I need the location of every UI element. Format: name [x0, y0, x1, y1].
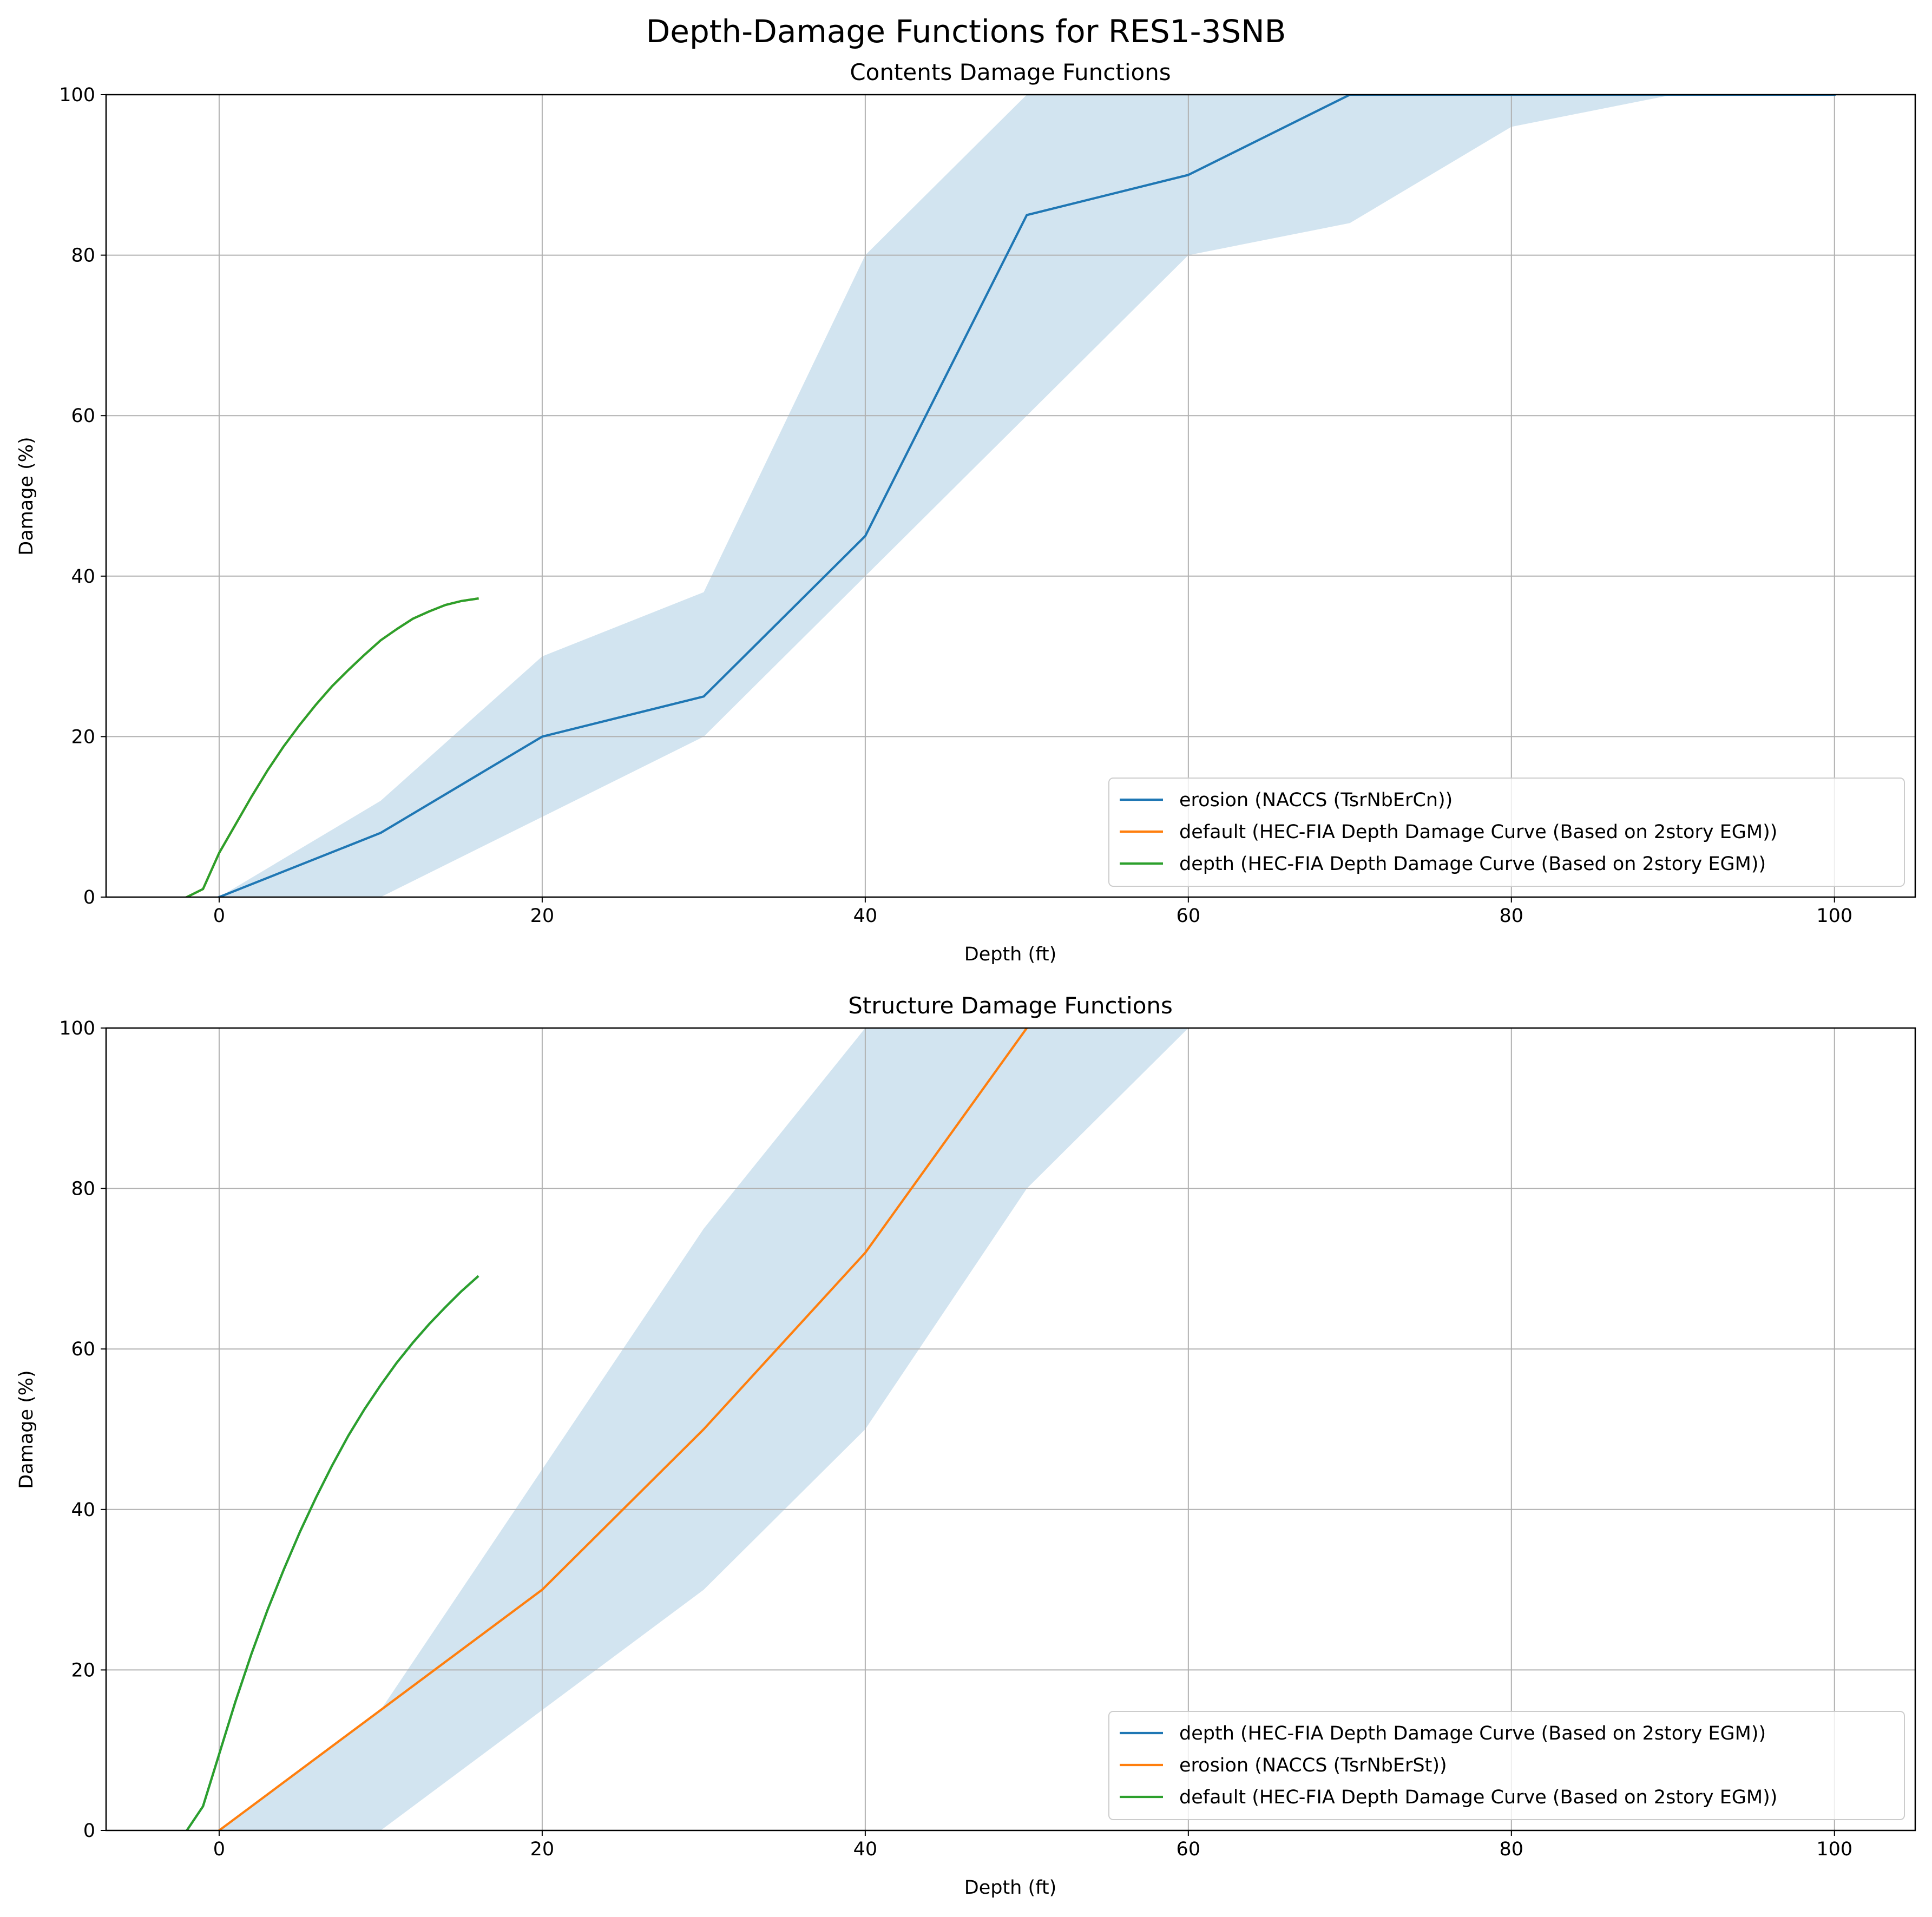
legend-label: default (HEC-FIA Depth Damage Curve (Bas… — [1179, 821, 1777, 843]
x-axis-label: Depth (ft) — [964, 944, 1056, 965]
legend-label: depth (HEC-FIA Depth Damage Curve (Based… — [1179, 1723, 1766, 1744]
uncertainty-band — [219, 95, 1835, 897]
x-tick-label: 80 — [1500, 1839, 1524, 1860]
x-tick-label: 20 — [530, 1839, 555, 1860]
y-axis-label: Damage (%) — [16, 437, 37, 555]
y-tick-label: 100 — [59, 1018, 95, 1039]
y-tick-label: 40 — [71, 1499, 95, 1521]
series-line — [217, 1028, 1028, 1830]
figure-suptitle: Depth-Damage Functions for RES1-3SNB — [646, 13, 1286, 50]
x-tick-label: 0 — [213, 905, 225, 927]
y-tick-label: 80 — [71, 245, 95, 267]
series-line — [185, 1275, 479, 1830]
series-line — [185, 597, 479, 897]
y-tick-label: 80 — [71, 1178, 95, 1200]
y-tick-label: 60 — [71, 1339, 95, 1360]
legend-box — [1108, 1711, 1905, 1820]
plot-area — [106, 1028, 1915, 1830]
y-tick-label: 0 — [83, 1820, 95, 1842]
y-tick-label: 40 — [71, 566, 95, 588]
y-axis-label: Damage (%) — [16, 1370, 37, 1488]
x-tick-label: 0 — [213, 1839, 225, 1860]
subplot-title: Contents Damage Functions — [850, 59, 1171, 85]
series-line — [218, 95, 1836, 897]
x-tick-label: 100 — [1816, 1839, 1852, 1860]
x-tick-label: 20 — [530, 905, 555, 927]
y-tick-label: 20 — [71, 1659, 95, 1681]
legend-label: erosion (NACCS (TsrNbErSt)) — [1179, 1755, 1447, 1776]
x-tick-label: 80 — [1500, 905, 1524, 927]
legend-box — [1108, 778, 1905, 887]
x-axis-label: Depth (ft) — [964, 1877, 1056, 1899]
x-tick-label: 60 — [1177, 905, 1201, 927]
contents-subplot: Contents Damage Functions Depth (ft) Dam… — [16, 59, 1916, 965]
plot-area — [106, 95, 1915, 897]
y-tick-label: 20 — [71, 726, 95, 748]
x-tick-label: 100 — [1816, 905, 1852, 927]
x-tick-label: 40 — [853, 1839, 878, 1860]
structure-subplot: Structure Damage Functions Depth (ft) Da… — [16, 992, 1916, 1899]
legend-label: depth (HEC-FIA Depth Damage Curve (Based… — [1179, 853, 1766, 875]
y-tick-label: 60 — [71, 405, 95, 427]
legend: erosion (NACCS (TsrNbErCn)) default (HEC-… — [1108, 778, 1905, 887]
legend-label: erosion (NACCS (TsrNbErCn)) — [1179, 789, 1453, 811]
axes-frame — [105, 1027, 1916, 1832]
x-tick-label: 60 — [1177, 1839, 1201, 1860]
axes-frame — [105, 94, 1916, 898]
x-tick-label: 40 — [853, 905, 878, 927]
legend: depth (HEC-FIA Depth Damage Curve (Based… — [1108, 1711, 1905, 1820]
legend-label: default (HEC-FIA Depth Damage Curve (Bas… — [1179, 1787, 1777, 1808]
subplot-title: Structure Damage Functions — [848, 992, 1173, 1019]
y-tick-label: 100 — [59, 84, 95, 106]
y-tick-label: 0 — [83, 887, 95, 908]
